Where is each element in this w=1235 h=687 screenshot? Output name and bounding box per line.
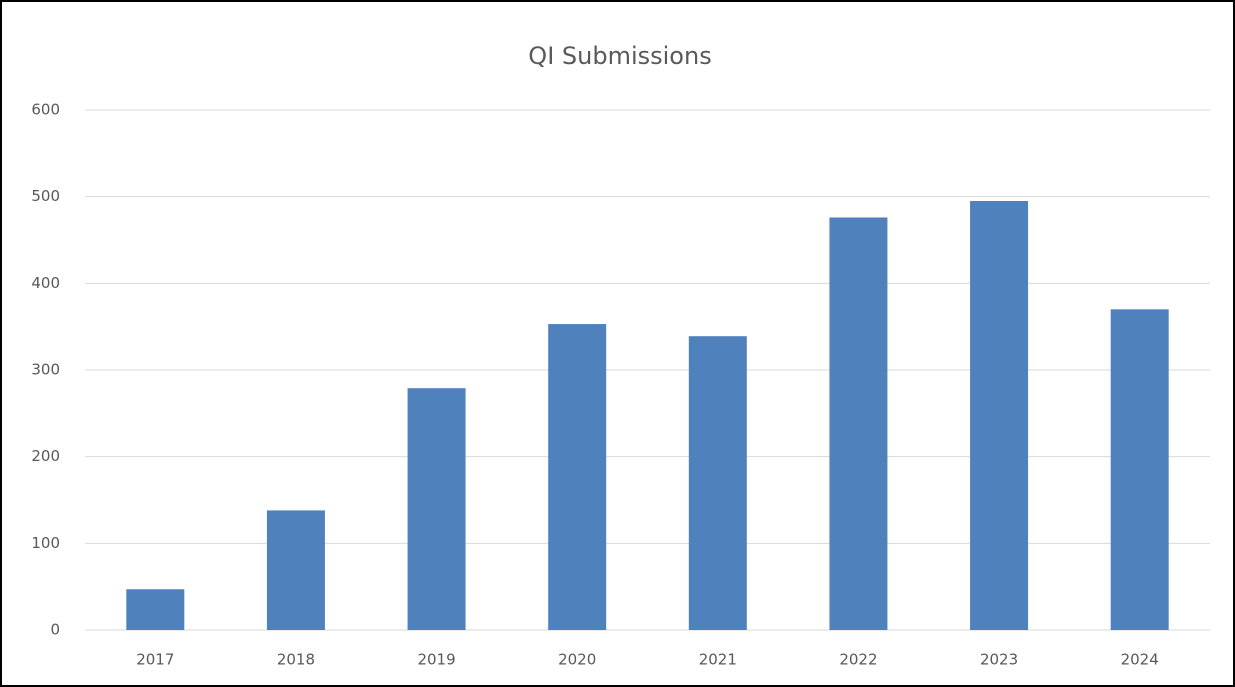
bar <box>688 336 747 630</box>
y-tick-label: 200 <box>31 447 60 465</box>
x-tick-label: 2024 <box>1121 651 1159 669</box>
bar <box>1110 309 1169 630</box>
y-tick-label: 300 <box>31 361 60 379</box>
chart-title: QI Submissions <box>528 42 711 70</box>
bar <box>829 217 888 630</box>
bar <box>548 324 607 630</box>
y-tick-label: 0 <box>50 621 60 639</box>
y-tick-label: 500 <box>31 187 60 205</box>
x-tick-label: 2022 <box>839 651 877 669</box>
x-tick-label: 2021 <box>699 651 737 669</box>
x-tick-label: 2023 <box>980 651 1018 669</box>
bar <box>407 388 466 630</box>
x-tick-label: 2018 <box>277 651 315 669</box>
bar <box>970 201 1029 630</box>
x-tick-label: 2019 <box>417 651 455 669</box>
x-tick-label: 2017 <box>136 651 174 669</box>
bar <box>126 589 185 630</box>
y-tick-label: 100 <box>31 534 60 552</box>
x-tick-label: 2020 <box>558 651 596 669</box>
y-tick-label: 400 <box>31 274 60 292</box>
bar <box>266 510 325 630</box>
y-tick-label: 600 <box>31 101 60 119</box>
